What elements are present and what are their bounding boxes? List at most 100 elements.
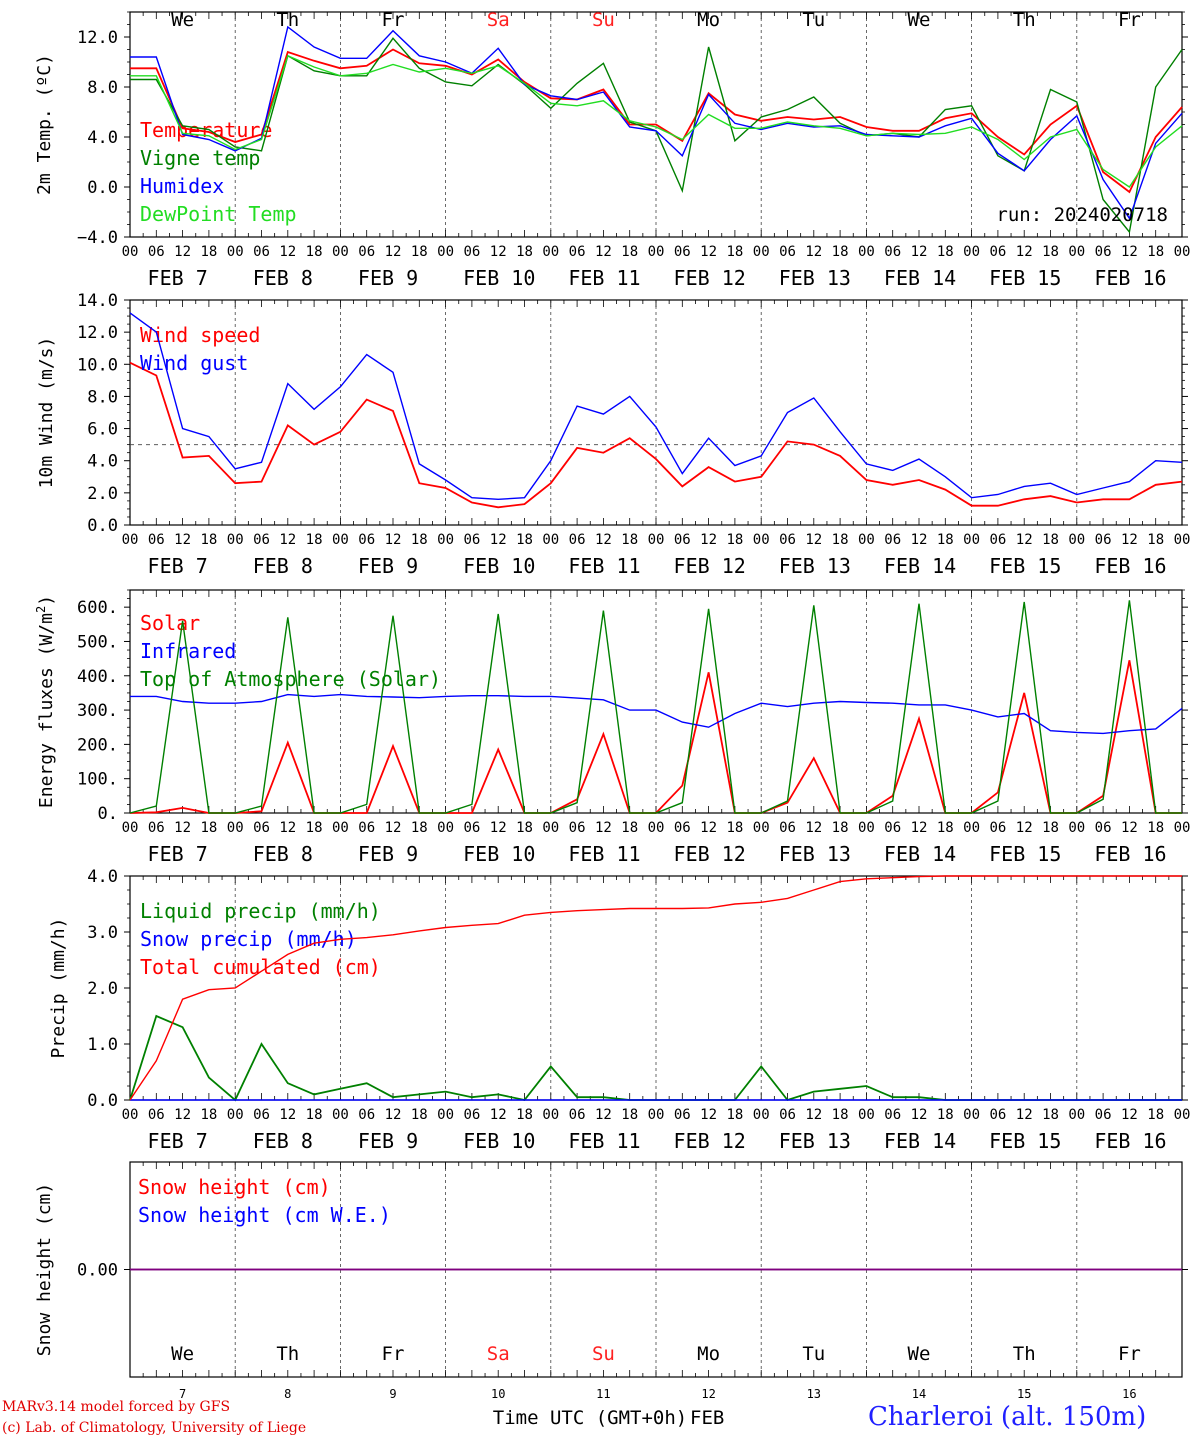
hour-tick-label: 06: [779, 820, 796, 836]
day-number-label: 10: [491, 1387, 505, 1401]
panel-precip: 0.0 1.0 2.0 3.0 4.0 Precip (mm/h) Liquid preci…: [48, 867, 1190, 1153]
hour-tick-label: 06: [569, 532, 586, 548]
hour-tick-label: 18: [832, 244, 849, 260]
series-line-infrared: [130, 693, 1183, 735]
hour-tick-label: 06: [674, 244, 691, 260]
hour-tick-label: 12: [595, 820, 612, 836]
hour-tick-label: 00: [753, 820, 770, 836]
hour-tick-label: 06: [884, 532, 901, 548]
hour-tick-label: 06: [253, 244, 270, 260]
hour-tick-label: 12: [174, 820, 191, 836]
date-label: FEB 7: [148, 842, 208, 866]
hour-tick-label: 12: [385, 532, 402, 548]
hour-tick-label: 06: [463, 532, 480, 548]
date-label: FEB 8: [253, 554, 313, 578]
weekday-label: Su: [592, 1343, 615, 1365]
hour-tick-label: 18: [937, 244, 954, 260]
weekday-label: We: [171, 1343, 194, 1365]
hour-tick-label: 06: [358, 532, 375, 548]
hour-tick-label: 18: [621, 1107, 638, 1123]
y-tick-label: 0.0: [87, 1091, 118, 1111]
date-label: FEB 10: [463, 266, 535, 290]
hour-tick-label: 00: [648, 532, 665, 548]
hour-tick-label: 12: [490, 532, 507, 548]
hour-tick-label: 12: [700, 820, 717, 836]
hour-tick-label: 12: [911, 532, 928, 548]
y-tick-label: −4.0: [77, 228, 118, 248]
day-number-label: 13: [807, 1387, 821, 1401]
hour-tick-label: 06: [884, 820, 901, 836]
hour-tick-label: 12: [279, 244, 296, 260]
hour-tick-label: 18: [516, 244, 533, 260]
hour-tick-label: 18: [832, 1107, 849, 1123]
run-label: run: 2024020718: [996, 204, 1168, 226]
hour-tick-label: 18: [1147, 244, 1164, 260]
hour-tick-label: 06: [1095, 820, 1112, 836]
hour-tick-label: 18: [832, 532, 849, 548]
weekday-label: Sa: [487, 9, 510, 31]
hour-tick-label: 00: [1174, 532, 1191, 548]
hour-tick-label: 12: [174, 532, 191, 548]
hour-tick-label: 00: [1068, 244, 1085, 260]
hour-tick-label: 06: [569, 1107, 586, 1123]
hour-tick-label: 18: [411, 244, 428, 260]
hour-tick-label: 18: [516, 1107, 533, 1123]
hour-tick-label: 00: [858, 1107, 875, 1123]
hour-tick-label: 18: [1147, 532, 1164, 548]
hour-tick-label: 12: [279, 532, 296, 548]
plot-frame: [129, 589, 1183, 814]
hour-tick-label: 18: [726, 532, 743, 548]
series-line-humidex: [130, 25, 1183, 220]
date-label: FEB 12: [674, 1129, 746, 1153]
date-label: FEB 12: [674, 266, 746, 290]
hour-tick-label: 18: [200, 1107, 217, 1123]
day-number-label: 16: [1122, 1387, 1136, 1401]
hour-tick-label: 00: [753, 532, 770, 548]
hour-tick-label: 12: [1016, 820, 1033, 836]
hour-tick-label: 00: [1068, 820, 1085, 836]
hour-tick-label: 06: [569, 820, 586, 836]
hour-tick-label: 00: [227, 820, 244, 836]
hour-tick-label: 06: [884, 1107, 901, 1123]
y-axis-title: Precip (mm/h): [48, 918, 69, 1059]
hour-tick-label: 00: [227, 532, 244, 548]
hour-tick-label: 00: [1068, 532, 1085, 548]
hour-tick-label: 00: [963, 532, 980, 548]
hour-tick-label: 06: [358, 244, 375, 260]
hour-tick-label: 00: [332, 244, 349, 260]
weekday-label: Mo: [697, 1343, 720, 1365]
day-number-label: 9: [389, 1387, 396, 1401]
hour-tick-label: 00: [963, 244, 980, 260]
x-axis-month: FEB: [690, 1407, 724, 1429]
hour-tick-label: 00: [437, 1107, 454, 1123]
date-label: FEB 8: [253, 842, 313, 866]
weekday-label: Mo: [697, 9, 720, 31]
y-tick-label: 14.0: [77, 291, 118, 311]
hour-tick-label: 00: [858, 244, 875, 260]
weekday-label: We: [908, 1343, 931, 1365]
day-number-label: 11: [596, 1387, 610, 1401]
weekday-label: Th: [1013, 9, 1036, 31]
y-tick-label: 6.0: [87, 420, 118, 440]
hour-tick-label: 18: [1042, 820, 1059, 836]
hour-tick-label: 18: [306, 244, 323, 260]
hour-tick-label: 18: [1042, 244, 1059, 260]
hour-tick-label: 00: [122, 1107, 139, 1123]
legend-entry: Snow precip (mm/h): [140, 927, 357, 951]
hour-tick-label: 00: [542, 1107, 559, 1123]
weekday-label: Fr: [382, 9, 405, 31]
panel-wind: 0.0 2.0 4.0 6.0 8.0 10.0 12.0 14.0 10m Wind (m/s…: [36, 291, 1190, 578]
hour-tick-label: 06: [358, 1107, 375, 1123]
y-axis-title: Energy fluxes (W/m2): [34, 595, 57, 808]
hour-tick-label: 18: [306, 532, 323, 548]
model-credit: MARv3.14 model forced by GFS: [2, 1399, 231, 1415]
date-label: FEB 14: [884, 266, 956, 290]
day-number-label: 15: [1017, 1387, 1031, 1401]
y-tick-label: 3.0: [87, 923, 118, 943]
date-label: FEB 9: [358, 842, 418, 866]
hour-tick-label: 12: [279, 1107, 296, 1123]
hour-tick-label: 00: [1174, 244, 1191, 260]
legend-entry: Humidex: [140, 174, 224, 198]
date-label: FEB 9: [358, 266, 418, 290]
hour-tick-label: 06: [463, 1107, 480, 1123]
